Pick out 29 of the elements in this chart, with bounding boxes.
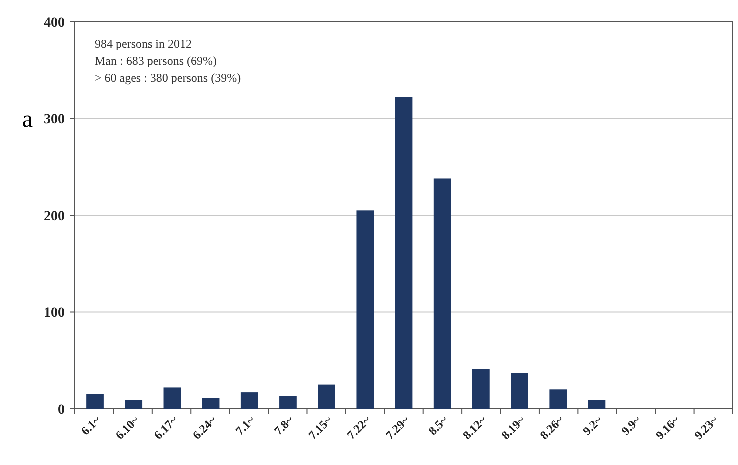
annotation: 984 persons in 2012 — [95, 37, 192, 51]
x-tick-label: 6.1~ — [78, 412, 104, 438]
bar — [202, 398, 220, 409]
bar — [472, 369, 490, 409]
bar — [550, 390, 568, 409]
x-tick-label: 8.5~ — [426, 412, 452, 438]
bar — [280, 396, 297, 409]
y-tick-label: 300 — [44, 112, 65, 128]
x-tick-label: 9.9~ — [618, 412, 644, 438]
bar — [318, 384, 336, 409]
y-tick-label: 100 — [44, 306, 65, 322]
bar — [164, 388, 182, 409]
bar — [125, 400, 143, 409]
bar — [434, 178, 452, 409]
text: a — [22, 107, 34, 134]
y-tick-label: 0 — [58, 402, 65, 418]
bar — [356, 210, 374, 409]
bar — [588, 400, 606, 409]
bar — [511, 373, 528, 409]
annotation: > 60 ages : 380 persons (39%) — [95, 71, 242, 85]
x-tick-label: 9.2~ — [580, 412, 606, 438]
y-tick-label: 400 — [44, 16, 65, 31]
bar — [395, 97, 413, 409]
x-tick-label: 7.1~ — [232, 412, 258, 438]
annotation: Man : 683 persons (69%) — [95, 54, 217, 68]
bar — [240, 392, 258, 409]
x-tick-label: 7.8~ — [271, 412, 297, 438]
bar — [86, 394, 104, 409]
y-tick-label: 200 — [44, 209, 65, 224]
